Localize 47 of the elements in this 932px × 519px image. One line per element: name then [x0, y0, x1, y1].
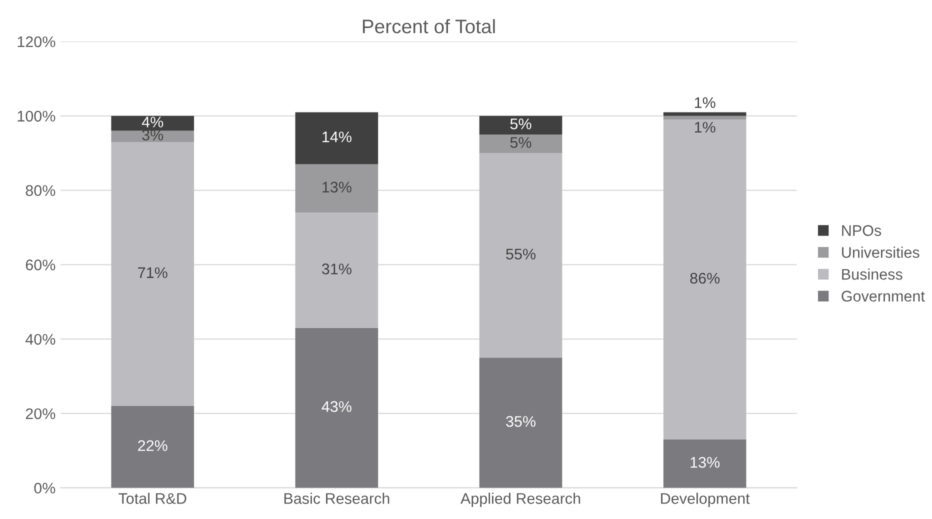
- data-label: 43%: [322, 401, 352, 412]
- data-label: 4%: [142, 116, 164, 128]
- data-label: 71%: [138, 267, 168, 278]
- data-label: 14%: [322, 132, 352, 142]
- legend-label: Government: [842, 290, 925, 302]
- data-label: 31%: [322, 264, 352, 274]
- bar: [479, 153, 562, 358]
- legend-label: NPOs: [842, 225, 882, 236]
- legend-label: Business: [842, 268, 902, 280]
- bar: [663, 112, 746, 116]
- bar: [295, 164, 378, 213]
- bar: [479, 134, 562, 154]
- bar: [663, 120, 746, 440]
- data-label: 5%: [510, 118, 532, 130]
- bar: [111, 406, 194, 488]
- bar: [111, 142, 194, 406]
- bar: [663, 440, 746, 488]
- y-tick-label: 0%: [34, 482, 56, 494]
- bar: [479, 116, 562, 135]
- data-label: 5%: [510, 137, 532, 148]
- bar: [295, 328, 378, 488]
- y-tick-label: 20%: [26, 408, 56, 420]
- bar: [295, 212, 378, 328]
- bar: [295, 112, 378, 164]
- data-label: 55%: [506, 248, 536, 260]
- data-label: 22%: [138, 440, 168, 451]
- data-label: 86%: [690, 272, 720, 284]
- bar: [479, 358, 562, 488]
- y-tick-label: 120%: [18, 36, 56, 48]
- data-label: 13%: [690, 456, 720, 468]
- bar: [111, 116, 194, 131]
- bar: [663, 116, 746, 120]
- x-tick-label: Basic Research: [284, 492, 390, 504]
- x-tick-label: Applied Research: [460, 492, 580, 507]
- data-label: 1%: [694, 97, 716, 108]
- bar: [111, 130, 194, 142]
- x-tick-label: Total R&D: [118, 492, 186, 504]
- legend-label: Universities: [842, 246, 920, 258]
- y-tick-label: 100%: [18, 110, 56, 122]
- data-label: 13%: [322, 182, 352, 193]
- data-label: 35%: [506, 416, 536, 427]
- x-tick-label: Development: [661, 492, 750, 507]
- y-tick-label: 60%: [26, 260, 56, 270]
- y-tick-label: 80%: [26, 185, 56, 196]
- y-tick-label: 40%: [25, 334, 56, 345]
- chart-title: Percent of Total: [362, 19, 495, 34]
- data-label: 1%: [694, 122, 716, 133]
